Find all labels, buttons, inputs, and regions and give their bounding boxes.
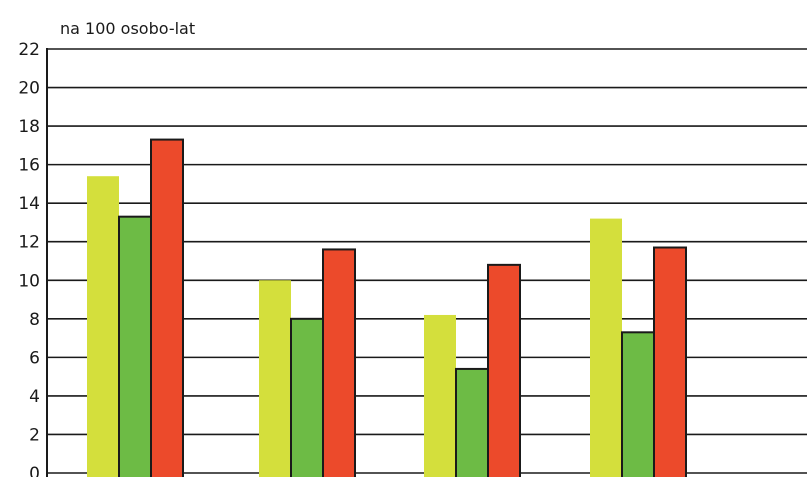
bar bbox=[290, 317, 324, 477]
bar bbox=[259, 280, 291, 477]
bar bbox=[424, 314, 456, 477]
bars bbox=[87, 138, 687, 477]
y-tick-label: 8 bbox=[29, 310, 40, 330]
bar bbox=[150, 138, 184, 477]
y-tick-label: 12 bbox=[18, 233, 40, 253]
bar bbox=[487, 263, 521, 477]
y-tick-label: 6 bbox=[29, 348, 40, 368]
bar bbox=[621, 331, 655, 477]
y-axis-label: na 100 osobo-lat bbox=[60, 19, 195, 38]
bar bbox=[653, 246, 687, 477]
bar bbox=[590, 218, 622, 477]
y-tick-label: 2 bbox=[29, 425, 40, 445]
bar bbox=[455, 367, 489, 477]
y-tick-label: 0 bbox=[29, 464, 40, 477]
bar bbox=[87, 176, 119, 477]
y-tick-labels: 0 2 4 6 8 10 12 14 16 18 20 22 bbox=[18, 40, 40, 477]
y-tick-label: 10 bbox=[18, 271, 40, 291]
bar bbox=[322, 248, 356, 477]
y-tick-label: 20 bbox=[18, 79, 40, 99]
y-tick-label: 4 bbox=[29, 387, 40, 407]
bar bbox=[118, 215, 152, 477]
y-tick-label: 16 bbox=[18, 156, 40, 176]
y-tick-label: 22 bbox=[18, 40, 40, 60]
y-tick-label: 18 bbox=[18, 117, 40, 137]
y-tick-label: 14 bbox=[18, 194, 40, 214]
